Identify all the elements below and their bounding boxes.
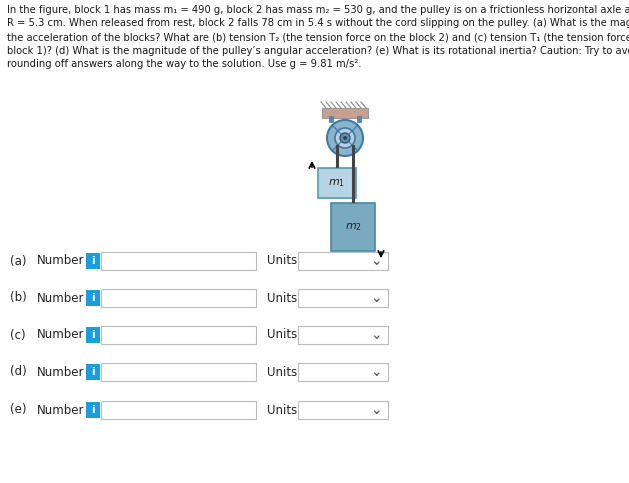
Bar [322,108,368,118]
FancyBboxPatch shape [298,363,388,381]
Text: Units: Units [267,403,298,416]
Text: the acceleration of the blocks? What are (b) tension T₂ (the tension force on th: the acceleration of the blocks? What are… [7,32,629,42]
FancyBboxPatch shape [101,252,256,270]
Circle shape [340,133,350,143]
FancyBboxPatch shape [86,253,100,269]
Text: Number: Number [37,255,84,268]
Text: rounding off answers along the way to the solution. Use g = 9.81 m/s².: rounding off answers along the way to th… [7,59,362,69]
FancyBboxPatch shape [101,401,256,419]
Text: (c): (c) [10,328,26,341]
Bar [318,168,356,198]
Text: block 1)? (d) What is the magnitude of the pulley’s angular acceleration? (e) Wh: block 1)? (d) What is the magnitude of t… [7,45,629,56]
Text: i: i [91,330,95,340]
Text: ⌄: ⌄ [370,328,382,342]
Circle shape [335,128,355,148]
FancyBboxPatch shape [101,363,256,381]
Circle shape [343,136,347,140]
Text: Number: Number [37,366,84,379]
FancyBboxPatch shape [298,326,388,344]
Text: i: i [91,367,95,377]
FancyBboxPatch shape [86,402,100,418]
Text: (a): (a) [10,255,26,268]
Text: R = 5.3 cm. When released from rest, block 2 falls 78 cm in 5.4 s without the co: R = 5.3 cm. When released from rest, blo… [7,18,629,28]
Text: i: i [91,293,95,303]
Text: (e): (e) [10,403,26,416]
Text: $m_2$: $m_2$ [345,221,362,233]
Text: ⌄: ⌄ [370,291,382,305]
Text: i: i [91,256,95,266]
Text: Number: Number [37,328,84,341]
Text: (d): (d) [10,366,27,379]
Text: In the figure, block 1 has mass m₁ = 490 g, block 2 has mass m₂ = 530 g, and the: In the figure, block 1 has mass m₁ = 490… [7,5,629,15]
Text: Number: Number [37,292,84,304]
FancyBboxPatch shape [86,364,100,380]
FancyBboxPatch shape [298,289,388,307]
FancyBboxPatch shape [101,326,256,344]
FancyBboxPatch shape [101,289,256,307]
FancyBboxPatch shape [86,327,100,343]
Text: (b): (b) [10,292,27,304]
Text: $m_1$: $m_1$ [328,177,345,189]
Text: Units: Units [267,255,298,268]
Text: ⌄: ⌄ [370,254,382,268]
Text: ⌄: ⌄ [370,403,382,417]
Text: Units: Units [267,292,298,304]
FancyBboxPatch shape [298,252,388,270]
Text: ⌄: ⌄ [370,365,382,379]
Text: Units: Units [267,328,298,341]
Circle shape [327,120,363,156]
FancyBboxPatch shape [86,290,100,306]
Text: i: i [91,405,95,415]
Text: Units: Units [267,366,298,379]
Text: Number: Number [37,403,84,416]
FancyBboxPatch shape [298,401,388,419]
Bar [331,203,375,251]
